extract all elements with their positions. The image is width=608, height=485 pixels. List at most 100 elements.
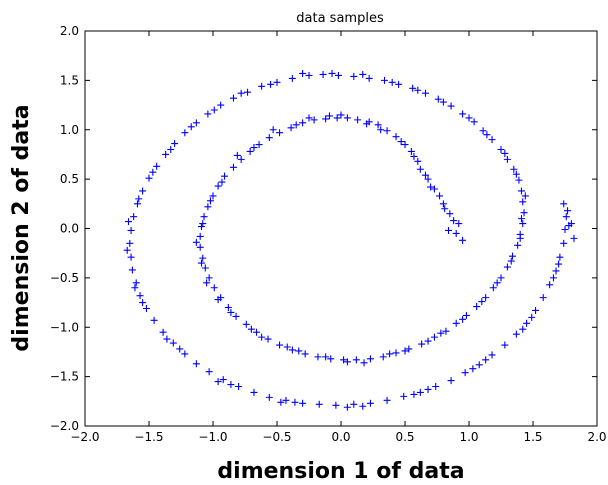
data-point bbox=[430, 185, 438, 193]
data-point bbox=[424, 337, 432, 345]
data-point bbox=[171, 140, 179, 148]
data-point bbox=[163, 335, 171, 343]
data-point bbox=[269, 126, 277, 134]
data-point bbox=[327, 355, 335, 363]
data-point bbox=[459, 236, 467, 244]
data-point bbox=[200, 213, 208, 221]
data-point bbox=[519, 325, 527, 333]
data-point bbox=[512, 330, 520, 338]
data-point bbox=[424, 385, 432, 393]
data-point bbox=[459, 110, 467, 118]
data-point bbox=[162, 150, 170, 158]
data-point bbox=[131, 284, 139, 292]
data-point bbox=[510, 165, 518, 173]
data-point bbox=[276, 129, 284, 137]
data-point bbox=[447, 102, 455, 110]
data-point bbox=[383, 127, 391, 135]
data-point bbox=[126, 239, 134, 247]
data-point bbox=[421, 89, 429, 97]
data-point bbox=[459, 315, 467, 323]
data-point bbox=[392, 349, 400, 357]
x-tick-label: 0.5 bbox=[395, 430, 414, 444]
data-point bbox=[564, 207, 572, 215]
data-point bbox=[135, 195, 143, 203]
data-point bbox=[366, 355, 374, 363]
data-point bbox=[397, 138, 405, 146]
data-point bbox=[539, 294, 547, 302]
data-point bbox=[192, 360, 200, 368]
data-point bbox=[221, 172, 229, 180]
data-point bbox=[515, 176, 523, 184]
data-point bbox=[562, 213, 570, 221]
data-point bbox=[478, 298, 486, 306]
data-point bbox=[352, 356, 360, 364]
data-point bbox=[359, 402, 367, 410]
data-point bbox=[519, 220, 527, 228]
data-point bbox=[250, 144, 258, 152]
data-point bbox=[503, 155, 511, 163]
data-point bbox=[365, 74, 373, 82]
data-point bbox=[465, 114, 473, 122]
data-point bbox=[218, 178, 226, 186]
data-point bbox=[421, 171, 429, 179]
data-point bbox=[416, 165, 424, 173]
data-point bbox=[169, 339, 177, 347]
data-point bbox=[128, 266, 136, 274]
data-point bbox=[305, 114, 313, 122]
data-point bbox=[447, 377, 455, 385]
data-point bbox=[445, 226, 453, 234]
data-point bbox=[343, 403, 351, 411]
data-point bbox=[315, 400, 323, 408]
data-point bbox=[561, 225, 569, 233]
data-point bbox=[214, 296, 222, 304]
data-point bbox=[497, 146, 505, 153]
data-point bbox=[210, 106, 218, 114]
data-point bbox=[305, 71, 313, 79]
data-point bbox=[217, 101, 225, 109]
data-point bbox=[150, 316, 158, 324]
data-point bbox=[475, 361, 483, 369]
data-point bbox=[187, 123, 195, 131]
data-point bbox=[400, 392, 408, 400]
data-point bbox=[210, 284, 218, 292]
data-point bbox=[388, 78, 396, 86]
data-point bbox=[181, 350, 189, 358]
x-tick-label: 1.0 bbox=[459, 430, 478, 444]
data-point bbox=[427, 183, 435, 191]
data-point bbox=[265, 393, 273, 401]
data-point bbox=[132, 279, 140, 287]
data-point bbox=[432, 383, 440, 390]
data-point bbox=[314, 353, 322, 361]
data-point bbox=[227, 308, 235, 316]
data-point bbox=[332, 401, 340, 409]
data-point bbox=[363, 120, 371, 128]
data-point bbox=[507, 257, 515, 265]
data-point bbox=[276, 341, 284, 349]
data-point bbox=[410, 152, 418, 160]
x-tick-label: −1.5 bbox=[134, 430, 163, 444]
data-point bbox=[310, 116, 318, 124]
data-point bbox=[214, 378, 222, 386]
data-point bbox=[366, 399, 374, 407]
data-point bbox=[343, 114, 351, 122]
data-point bbox=[414, 157, 422, 165]
data-point bbox=[333, 114, 341, 122]
data-point bbox=[409, 84, 417, 92]
data-point bbox=[197, 223, 205, 231]
data-point bbox=[273, 78, 281, 86]
data-point bbox=[196, 232, 204, 240]
data-point bbox=[277, 398, 285, 406]
data-point bbox=[497, 274, 505, 282]
data-point bbox=[133, 200, 141, 208]
data-point bbox=[407, 147, 415, 155]
data-point bbox=[295, 347, 303, 355]
x-axis-label: dimension 1 of data bbox=[217, 459, 464, 484]
data-point bbox=[214, 182, 222, 190]
data-point bbox=[139, 299, 147, 307]
data-point bbox=[192, 238, 200, 246]
data-point bbox=[416, 388, 424, 396]
data-point bbox=[205, 274, 213, 282]
data-point bbox=[488, 136, 496, 144]
data-point bbox=[265, 134, 273, 142]
